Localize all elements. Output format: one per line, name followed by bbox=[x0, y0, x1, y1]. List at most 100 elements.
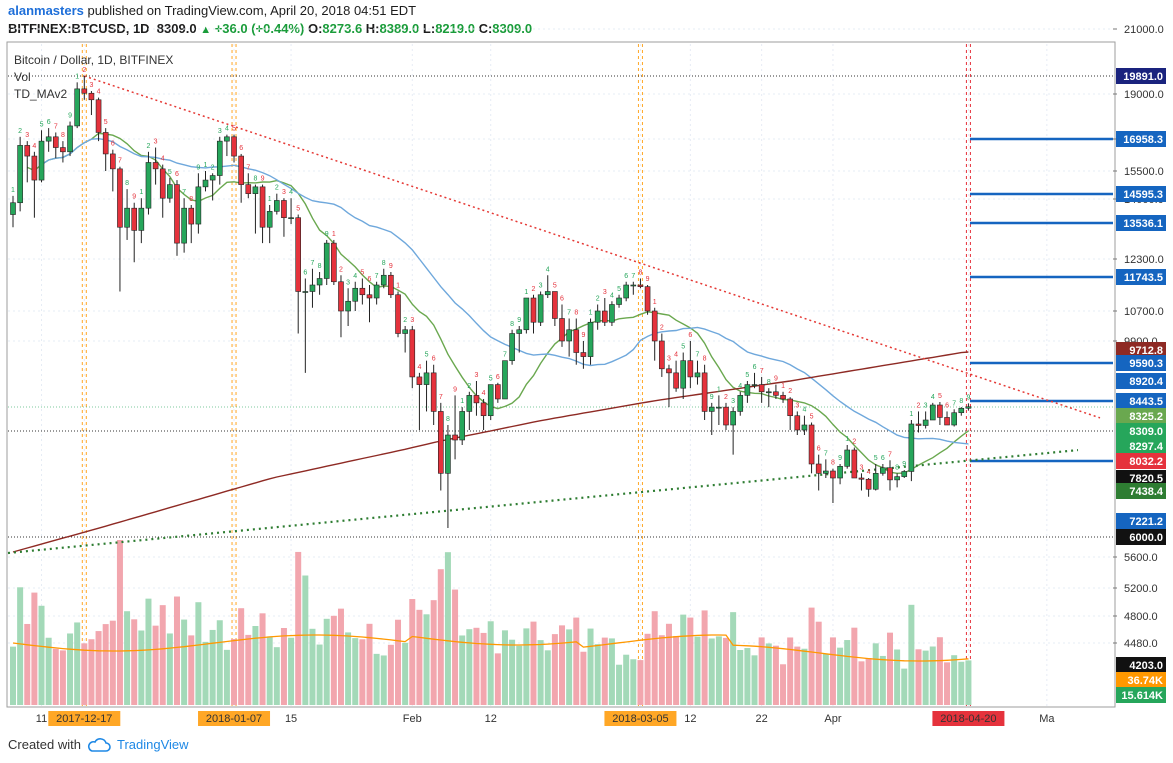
candle-body bbox=[787, 398, 793, 417]
td-count: 2 bbox=[532, 286, 536, 293]
td-count: 9 bbox=[68, 113, 72, 120]
candle-body bbox=[644, 286, 651, 312]
candle-body bbox=[929, 404, 936, 421]
volume-bar bbox=[808, 607, 815, 705]
td-count: 8 bbox=[831, 460, 835, 467]
candle-body bbox=[445, 434, 451, 474]
candle-body bbox=[323, 242, 330, 279]
td-count: 7 bbox=[118, 158, 122, 165]
candle-body bbox=[851, 449, 858, 479]
price-level-label: 11743.5 bbox=[1124, 272, 1163, 284]
candle-body bbox=[345, 300, 351, 312]
tradingview-link[interactable]: TradingView bbox=[116, 737, 189, 752]
td-count: 9 bbox=[325, 231, 329, 238]
ma-mid-line bbox=[41, 137, 969, 445]
td-count: 6 bbox=[496, 374, 500, 381]
td-count: 6 bbox=[753, 364, 757, 371]
candle-body bbox=[808, 424, 815, 465]
low-value: 8219.0 bbox=[435, 21, 475, 36]
td-count: 6 bbox=[175, 171, 179, 178]
td-count: 8 bbox=[638, 270, 642, 277]
candle-body bbox=[124, 207, 130, 228]
author-link[interactable]: alanmasters bbox=[8, 3, 84, 18]
volume-bar bbox=[901, 668, 908, 705]
price-axis[interactable]: 21000.019000.017000.015500.014000.012300… bbox=[1113, 24, 1164, 650]
legend-vol[interactable]: Vol bbox=[14, 70, 31, 84]
td-count: 6 bbox=[111, 141, 115, 148]
published-text: published on TradingView.com, April 20, … bbox=[87, 3, 417, 18]
price-level-label: 8032.2 bbox=[1129, 456, 1163, 468]
candle-body bbox=[965, 406, 972, 409]
td-count: 3 bbox=[25, 132, 29, 139]
td-count: 2 bbox=[660, 325, 664, 332]
candle-body bbox=[452, 434, 458, 441]
candle-body bbox=[951, 412, 957, 426]
candle-body bbox=[117, 168, 123, 228]
volume-bar bbox=[730, 612, 737, 705]
candle-body bbox=[281, 200, 287, 219]
td-count: 4 bbox=[482, 390, 486, 397]
td-count: 5 bbox=[938, 393, 942, 400]
volume-bar bbox=[316, 644, 323, 705]
volume-bar bbox=[815, 621, 822, 705]
td-count: 5 bbox=[40, 121, 44, 128]
td-count: 4 bbox=[610, 292, 614, 299]
td-count: 9 bbox=[453, 386, 457, 393]
price-level-label-bg bbox=[1116, 423, 1166, 439]
candle-body bbox=[858, 477, 865, 480]
volume-bar bbox=[131, 619, 138, 705]
volume-bar bbox=[373, 653, 380, 705]
candle-body bbox=[366, 294, 373, 299]
td-count: 9 bbox=[581, 332, 585, 339]
candle-body bbox=[901, 471, 908, 477]
candle-body bbox=[880, 467, 886, 474]
volume-bar bbox=[673, 636, 680, 705]
volume-bar bbox=[266, 636, 273, 705]
td-count: 1 bbox=[139, 189, 143, 196]
x-tick-label: 11 bbox=[36, 713, 47, 725]
volume-bar bbox=[152, 625, 159, 705]
candle-body bbox=[737, 395, 744, 412]
candle-body bbox=[601, 310, 608, 323]
td-count: 6 bbox=[432, 356, 436, 363]
volume-bar bbox=[444, 552, 451, 705]
td-count: 8 bbox=[125, 180, 129, 187]
volume-bar bbox=[509, 639, 516, 705]
candle-body bbox=[373, 284, 380, 299]
td-count: 2 bbox=[724, 394, 728, 401]
candle-body bbox=[552, 291, 558, 319]
td-count: 8 bbox=[895, 464, 899, 471]
price-level-label-bg bbox=[1116, 453, 1166, 469]
volume-bar bbox=[181, 619, 188, 705]
candle-body bbox=[694, 372, 701, 378]
td-count: 3 bbox=[474, 372, 478, 379]
td-count: 8 bbox=[446, 416, 450, 423]
candle-body bbox=[402, 329, 408, 334]
candle-body bbox=[209, 175, 216, 181]
candle-body bbox=[730, 411, 736, 426]
volume-bar bbox=[437, 569, 444, 705]
volume-bar bbox=[780, 664, 787, 705]
td-count: 5 bbox=[681, 344, 685, 351]
td-count: 2 bbox=[211, 164, 215, 171]
x-tick-label: 12 bbox=[485, 713, 497, 725]
td-count: 8 bbox=[574, 310, 578, 317]
candle-body bbox=[167, 184, 173, 199]
candle-body bbox=[81, 88, 88, 94]
candle-body bbox=[922, 419, 929, 426]
td-count: 8 bbox=[703, 356, 707, 363]
volume-bar bbox=[295, 551, 302, 705]
candle-body bbox=[823, 470, 829, 474]
legend-td-mav2[interactable]: TD_MAv2 bbox=[14, 87, 67, 101]
volume-bar bbox=[416, 609, 423, 705]
td-count: 9 bbox=[966, 394, 970, 401]
volume-bar bbox=[238, 608, 245, 705]
td-count: 2 bbox=[18, 128, 22, 135]
td-count: 1 bbox=[909, 411, 913, 418]
td-count: 7 bbox=[952, 400, 956, 407]
volume-bar bbox=[630, 659, 637, 705]
time-axis[interactable]: 11 2017-12-17 2018-01-07 15 Feb 12 2018-03-05 1… bbox=[7, 706, 1115, 726]
volume-bar bbox=[723, 637, 729, 705]
candle-body bbox=[480, 402, 487, 417]
